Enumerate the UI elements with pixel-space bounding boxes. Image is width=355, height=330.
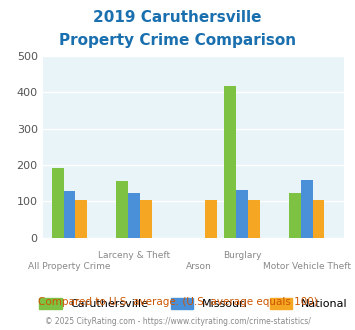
Bar bbox=[128, 193, 140, 238]
Bar bbox=[140, 200, 152, 238]
Bar bbox=[236, 190, 248, 238]
Bar bbox=[312, 200, 324, 238]
Text: Larceny & Theft: Larceny & Theft bbox=[98, 251, 170, 260]
Bar bbox=[76, 200, 87, 238]
Bar bbox=[52, 168, 64, 238]
Text: Arson: Arson bbox=[186, 262, 212, 271]
Bar bbox=[224, 86, 236, 238]
Text: Compared to U.S. average. (U.S. average equals 100): Compared to U.S. average. (U.S. average … bbox=[38, 297, 317, 307]
Bar bbox=[289, 193, 301, 238]
Text: Property Crime Comparison: Property Crime Comparison bbox=[59, 33, 296, 48]
Text: All Property Crime: All Property Crime bbox=[28, 262, 111, 271]
Bar bbox=[248, 200, 260, 238]
Text: 2019 Caruthersville: 2019 Caruthersville bbox=[93, 10, 262, 25]
Text: Burglary: Burglary bbox=[223, 251, 261, 260]
Bar bbox=[64, 191, 76, 238]
Text: Motor Vehicle Theft: Motor Vehicle Theft bbox=[263, 262, 351, 271]
Bar bbox=[301, 180, 312, 238]
Legend: Caruthersville, Missouri, National: Caruthersville, Missouri, National bbox=[39, 298, 348, 309]
Text: © 2025 CityRating.com - https://www.cityrating.com/crime-statistics/: © 2025 CityRating.com - https://www.city… bbox=[45, 317, 310, 326]
Bar bbox=[205, 200, 217, 238]
Bar bbox=[116, 181, 128, 238]
